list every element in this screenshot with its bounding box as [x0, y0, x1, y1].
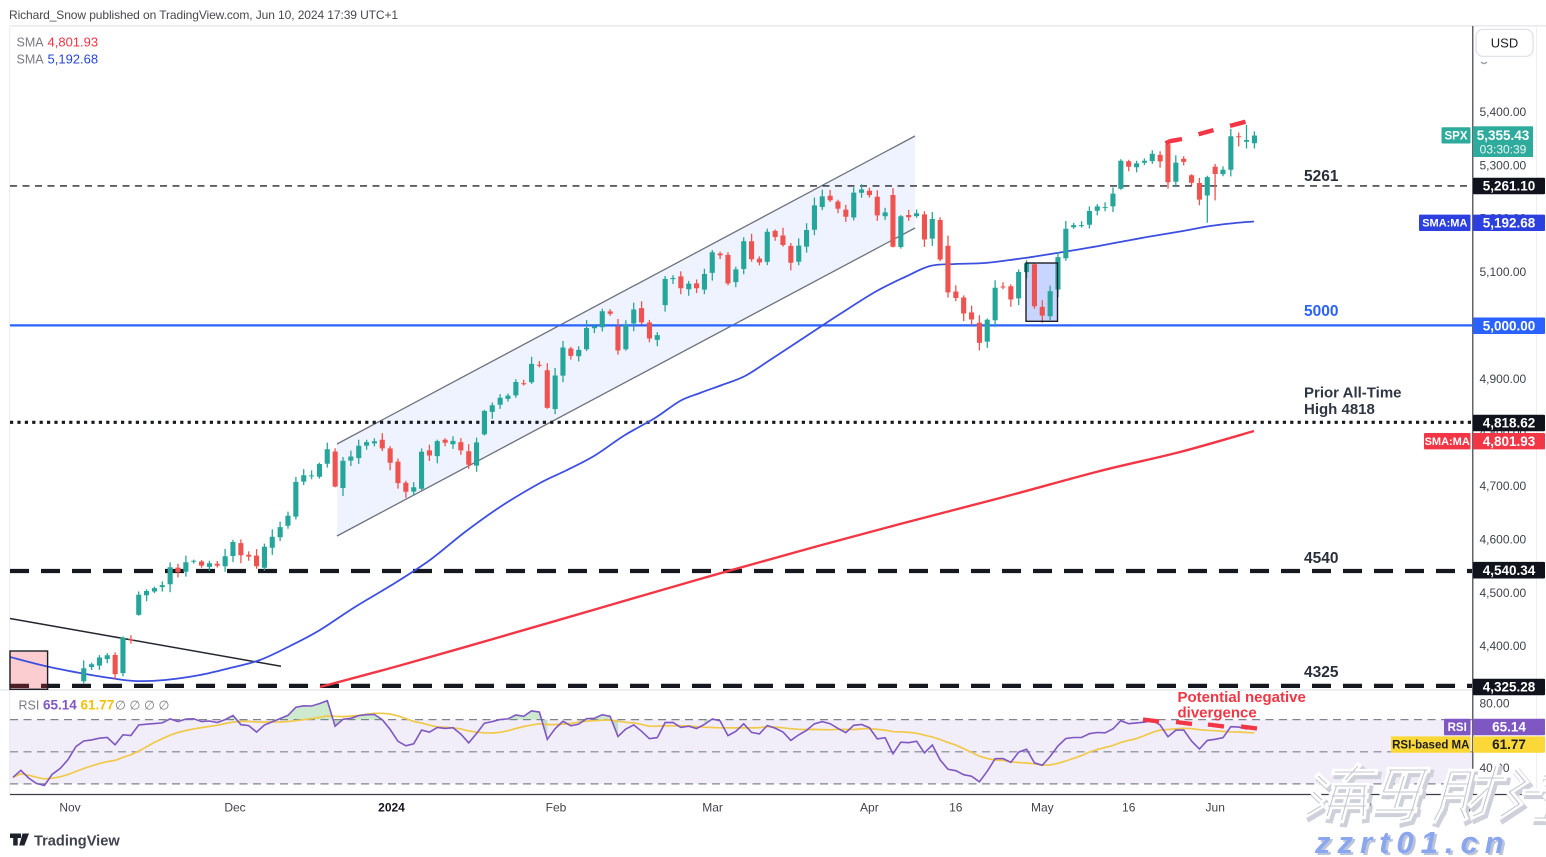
svg-text:SMA:MA: SMA:MA — [1425, 436, 1470, 448]
svg-text:65.14: 65.14 — [43, 698, 77, 713]
svg-text:RSI-based MA: RSI-based MA — [1392, 740, 1469, 752]
svg-text:divergence: divergence — [1178, 705, 1257, 722]
svg-text:SMA: SMA — [17, 53, 45, 67]
svg-text:4325: 4325 — [1304, 664, 1339, 681]
svg-text:65.14: 65.14 — [1492, 720, 1526, 735]
svg-text:5,400.00: 5,400.00 — [1480, 105, 1527, 119]
svg-text:4,400.00: 4,400.00 — [1480, 639, 1527, 653]
svg-text:High 4818: High 4818 — [1304, 401, 1375, 418]
svg-text:Feb: Feb — [546, 801, 567, 815]
svg-text:61.77: 61.77 — [1492, 737, 1526, 752]
svg-text:∅: ∅ — [130, 699, 141, 713]
svg-text:Prior All-Time: Prior All-Time — [1304, 385, 1402, 402]
svg-text:SPX: SPX — [1444, 130, 1467, 142]
svg-text:16: 16 — [1122, 801, 1136, 815]
svg-text:4,801.93: 4,801.93 — [1483, 434, 1536, 449]
svg-text:4,500.00: 4,500.00 — [1480, 586, 1527, 600]
svg-text:Nov: Nov — [59, 801, 80, 815]
svg-text:May: May — [1031, 801, 1054, 815]
svg-text:zzrt01.cn: zzrt01.cn — [1314, 825, 1511, 857]
svg-text:SMA: SMA — [17, 36, 45, 50]
svg-text:5,000.00: 5,000.00 — [1483, 318, 1536, 333]
svg-text:16: 16 — [949, 801, 963, 815]
svg-text:5,192.68: 5,192.68 — [48, 52, 99, 67]
svg-text:4,818.62: 4,818.62 — [1483, 416, 1536, 431]
svg-text:RSI: RSI — [1448, 722, 1467, 734]
svg-text:61.77: 61.77 — [81, 698, 115, 713]
svg-text:2024: 2024 — [378, 801, 405, 815]
svg-text:SMA:MA: SMA:MA — [1422, 218, 1467, 230]
svg-text:zzrt01.cn: zzrt01.cn — [1317, 827, 1514, 857]
svg-text:4,900.00: 4,900.00 — [1480, 372, 1527, 386]
svg-text:USD: USD — [1491, 36, 1518, 51]
svg-text:80.00: 80.00 — [1480, 697, 1510, 711]
svg-text:4540: 4540 — [1304, 550, 1338, 567]
svg-text:5,100.00: 5,100.00 — [1480, 265, 1527, 279]
svg-text:Apr: Apr — [860, 801, 879, 815]
svg-text:∅: ∅ — [115, 699, 126, 713]
svg-text:RSI: RSI — [19, 699, 40, 713]
svg-text:4,801.93: 4,801.93 — [48, 35, 99, 50]
svg-text:∅: ∅ — [144, 699, 155, 713]
svg-text:Dec: Dec — [224, 801, 245, 815]
svg-text:∅: ∅ — [159, 699, 170, 713]
svg-text:5,261.10: 5,261.10 — [1483, 179, 1536, 194]
svg-text:4,600.00: 4,600.00 — [1480, 532, 1527, 546]
svg-text:TradingView: TradingView — [34, 834, 120, 850]
svg-text:5,355.43: 5,355.43 — [1477, 128, 1530, 143]
svg-text:03:30:39: 03:30:39 — [1480, 143, 1527, 157]
svg-text:4,700.00: 4,700.00 — [1480, 479, 1527, 493]
svg-text:5,300.00: 5,300.00 — [1480, 158, 1527, 172]
svg-text:Jun: Jun — [1206, 801, 1225, 815]
svg-text:5000: 5000 — [1304, 303, 1338, 320]
svg-text:Mar: Mar — [702, 801, 723, 815]
svg-text:Potential negative: Potential negative — [1178, 689, 1306, 706]
svg-text:4,540.34: 4,540.34 — [1483, 563, 1536, 578]
svg-text:5261: 5261 — [1304, 168, 1339, 185]
svg-text:5,192.68: 5,192.68 — [1483, 215, 1536, 230]
svg-text:4,325.28: 4,325.28 — [1483, 680, 1536, 695]
